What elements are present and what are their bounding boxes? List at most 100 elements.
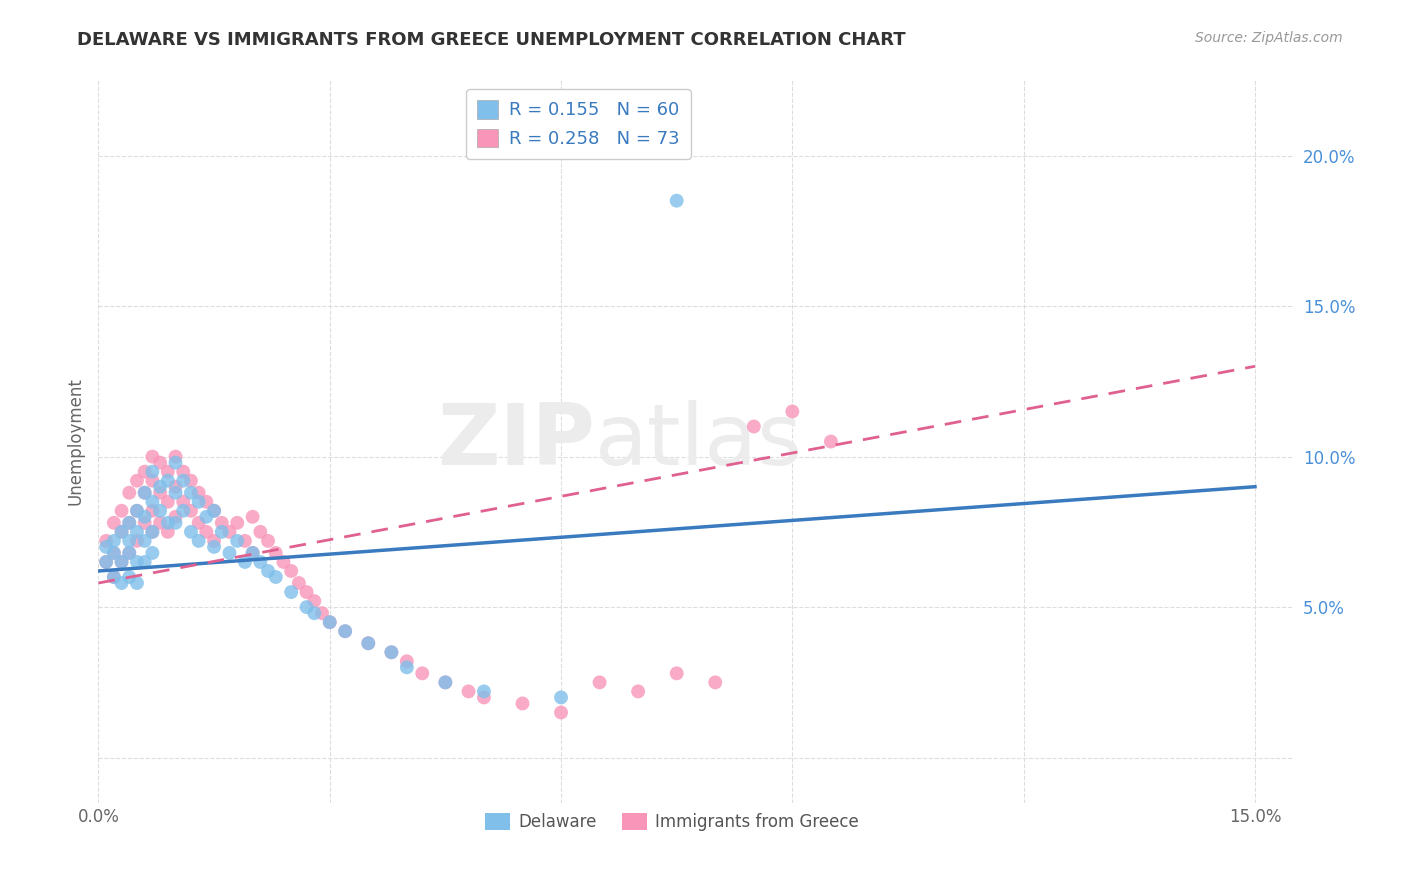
Point (395, 654, 418, 668)
Point (134, 485, 156, 500)
Point (242, 546, 264, 560)
Point (125, 555, 148, 569)
Point (134, 555, 156, 569)
Point (103, 570, 125, 584)
Text: ZIP: ZIP (437, 400, 595, 483)
Point (264, 546, 287, 560)
Point (103, 546, 125, 560)
Point (202, 504, 225, 518)
Point (434, 675, 457, 690)
Point (125, 533, 148, 548)
Point (118, 533, 141, 548)
Point (134, 509, 156, 524)
Point (103, 546, 125, 560)
Point (257, 533, 280, 548)
Point (141, 474, 163, 488)
Point (187, 533, 209, 548)
Point (156, 474, 179, 488)
Point (134, 516, 156, 530)
Point (202, 540, 225, 554)
Point (156, 494, 179, 508)
Point (512, 697, 534, 711)
Point (380, 645, 402, 659)
Point (172, 474, 194, 488)
Point (110, 555, 132, 569)
Point (134, 533, 156, 548)
Point (165, 450, 187, 464)
Point (180, 474, 202, 488)
Point (550, 690, 572, 705)
Point (118, 570, 141, 584)
Point (141, 465, 163, 479)
Point (134, 485, 156, 500)
Text: DELAWARE VS IMMIGRANTS FROM GREECE UNEMPLOYMENT CORRELATION CHART: DELAWARE VS IMMIGRANTS FROM GREECE UNEMP… (77, 31, 905, 49)
Point (125, 524, 148, 539)
Point (180, 504, 202, 518)
Point (304, 606, 326, 620)
Point (257, 564, 280, 578)
Point (118, 516, 141, 530)
Point (280, 585, 302, 599)
Text: atlas: atlas (595, 400, 803, 483)
Point (125, 576, 148, 591)
Point (242, 546, 264, 560)
Point (110, 504, 132, 518)
Point (141, 450, 163, 464)
Point (172, 504, 194, 518)
Point (202, 533, 225, 548)
Point (118, 516, 141, 530)
Point (457, 684, 479, 698)
Point (94, 533, 117, 548)
Point (187, 494, 209, 508)
Point (187, 485, 209, 500)
Legend: Delaware, Immigrants from Greece: Delaware, Immigrants from Greece (478, 806, 866, 838)
Point (380, 645, 402, 659)
Point (149, 485, 172, 500)
Point (103, 570, 125, 584)
Point (165, 480, 187, 494)
Point (165, 485, 187, 500)
Point (233, 533, 256, 548)
Point (118, 546, 141, 560)
Point (550, 706, 572, 720)
Point (172, 494, 194, 508)
Point (149, 456, 172, 470)
Point (110, 524, 132, 539)
Point (218, 524, 240, 539)
Point (333, 624, 356, 639)
Point (94, 555, 117, 569)
Point (195, 524, 218, 539)
Point (226, 533, 249, 548)
Point (588, 675, 610, 690)
Point (180, 524, 202, 539)
Point (704, 675, 727, 690)
Point (149, 504, 172, 518)
Point (273, 555, 295, 569)
Point (226, 516, 249, 530)
Point (110, 576, 132, 591)
Point (280, 564, 302, 578)
Point (103, 516, 125, 530)
Point (134, 465, 156, 479)
Point (141, 524, 163, 539)
Point (211, 524, 233, 539)
Point (141, 524, 163, 539)
Point (141, 504, 163, 518)
Point (118, 546, 141, 560)
Point (125, 504, 148, 518)
Point (118, 485, 141, 500)
Point (233, 555, 256, 569)
Point (319, 615, 342, 630)
Point (242, 509, 264, 524)
Point (202, 504, 225, 518)
Point (187, 516, 209, 530)
Point (249, 555, 271, 569)
Point (665, 666, 688, 681)
Point (288, 576, 311, 591)
Point (165, 456, 187, 470)
Point (249, 524, 271, 539)
Point (103, 533, 125, 548)
Point (304, 594, 326, 608)
Point (156, 516, 179, 530)
Point (411, 666, 433, 681)
